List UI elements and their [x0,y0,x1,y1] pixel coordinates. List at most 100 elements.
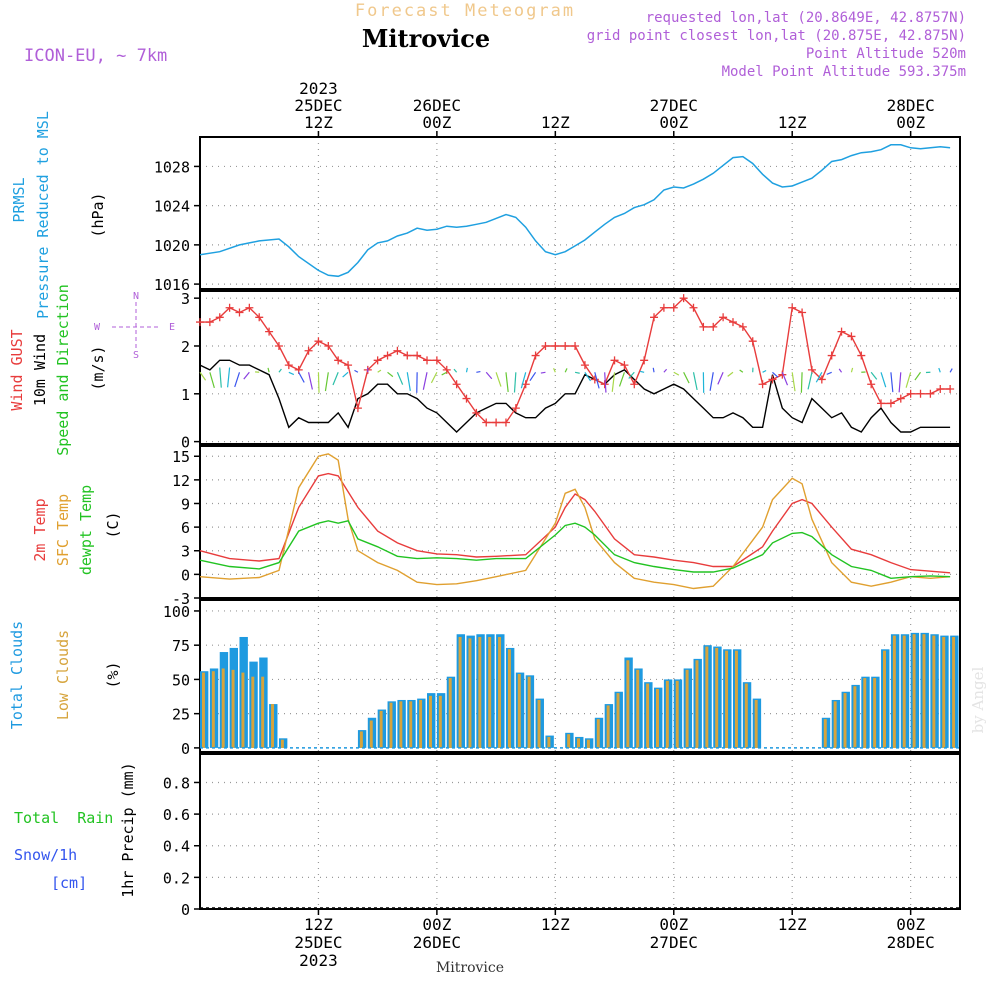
gust-marker [857,351,866,360]
requested-coords: requested lon,lat (20.8649E, 42.8757N) [646,10,966,26]
top-time-label-3-1: 00Z [659,113,688,132]
gust-marker [886,399,895,408]
location-title: Mitrovice [362,24,490,53]
pressure-ytick-label-3: 1028 [154,158,190,176]
bottom-time-label-5-1: 28DEC [887,933,935,952]
bottom-time-label-4-0: 12Z [778,915,807,934]
low-cloud-bar [665,680,669,748]
low-cloud-bar [488,636,492,748]
temp-ytick-label-0: -3 [172,590,190,608]
top-time-label-1-1: 00Z [422,113,451,132]
wind-direction-arrow [762,369,767,373]
wind-direction-arrow [905,372,912,388]
wind-direction-arrow [949,368,953,373]
cloud-label-1: Total Clouds [8,621,26,729]
wind-label-1: Wind GUST [8,329,26,410]
gust-marker [403,351,412,360]
low-cloud-bar [892,635,896,748]
wind-direction-arrow [243,371,250,380]
wind-ytick-label-1: 1 [181,386,190,404]
wind-direction-arrow [430,372,438,384]
low-cloud-bar [537,699,541,748]
wind-direction-arrow [354,369,359,373]
wind-direction-arrow [209,372,215,389]
point-altitude: Point Altitude 520m [806,46,966,62]
clouds-ytick-label-3: 75 [172,637,190,655]
low-cloud-bar [527,676,531,748]
wind-direction-arrow [739,369,744,373]
gust-marker [679,294,688,303]
wind-direction-arrow [513,372,517,393]
compass-east: E [169,322,175,333]
gust-marker [334,356,343,365]
gust-marker [284,361,293,370]
temp-ytick-label-3: 6 [181,519,190,537]
wind-direction-arrow [465,367,468,373]
wind-direction-arrow [495,372,502,387]
wind-direction-arrow [377,369,382,373]
pressure-labels: PRMSL Pressure Reduced to MSL (hPa) [10,111,107,319]
low-cloud-bar [231,669,235,748]
clouds-ytick-label-4: 100 [163,603,190,621]
low-cloud-bar [251,676,255,748]
gust-marker [324,341,333,350]
gust-marker [314,337,323,346]
pressure-ytick-label-2: 1024 [154,198,190,216]
gust-marker [709,322,718,331]
wind-direction-arrow [870,371,878,380]
low-cloud-bar [221,668,225,748]
bottom-time-label-1-1: 26DEC [413,933,461,952]
wind-direction-arrow [298,371,305,383]
wind-direction-arrow [422,372,428,390]
rain-label: Total Rain [14,809,113,827]
low-cloud-bar [715,647,719,748]
low-cloud-bar [744,683,748,748]
low-cloud-bar [873,678,877,748]
gust-marker [719,313,728,322]
low-cloud-bar [261,676,265,748]
gust-marker [620,361,629,370]
gust-marker [196,318,204,327]
gust-marker [235,308,244,317]
temp-ytick-label-6: 15 [172,448,190,466]
wind-direction-arrow [880,372,887,388]
gust-marker [906,389,915,398]
low-cloud-bar [606,705,610,748]
temp2m-line [199,472,951,574]
temp-ytick-label-5: 12 [172,472,190,490]
gust-marker [274,341,283,350]
gust-marker [205,318,214,327]
gust-marker [255,313,264,322]
gust-marker [373,356,382,365]
cloud-label-2: Low Clouds [54,630,72,720]
pressure-ytick-label-0: 1016 [154,276,190,294]
sfc-temp-line [199,453,951,590]
temp-unit: (C) [104,511,122,538]
gust-marker [393,346,402,355]
precip-ytick-label-2: 0.4 [163,838,190,856]
wind-direction-arrow [288,371,295,376]
wind-direction-arrow [342,371,349,378]
wind-direction-arrow [692,372,698,391]
wind-direction-arrow [387,371,394,378]
top-time-label-3-0: 27DEC [650,96,698,115]
wind-direction-arrow [850,367,854,373]
gust-marker [462,394,471,403]
wind-direction-arrow [611,372,616,392]
gust-marker [383,351,392,360]
wind-direction-arrow [938,367,941,373]
gust-marker [482,418,491,427]
top-time-label-0-0: 2023 [299,79,338,98]
gust-marker [877,399,886,408]
low-cloud-bar [498,636,502,748]
low-cloud-bar [636,669,640,748]
gust-marker [353,404,362,413]
wind-direction-arrow [781,372,789,386]
cloud-unit: (%) [104,661,122,688]
wind-direction-arrow [663,368,668,373]
wind-direction-arrow [396,372,404,385]
clouds-ytick-label-1: 25 [172,706,190,724]
cloud-labels: Total Clouds Low Clouds (%) [8,621,122,729]
low-cloud-bar [596,719,600,748]
wind-direction-arrow [307,372,313,390]
